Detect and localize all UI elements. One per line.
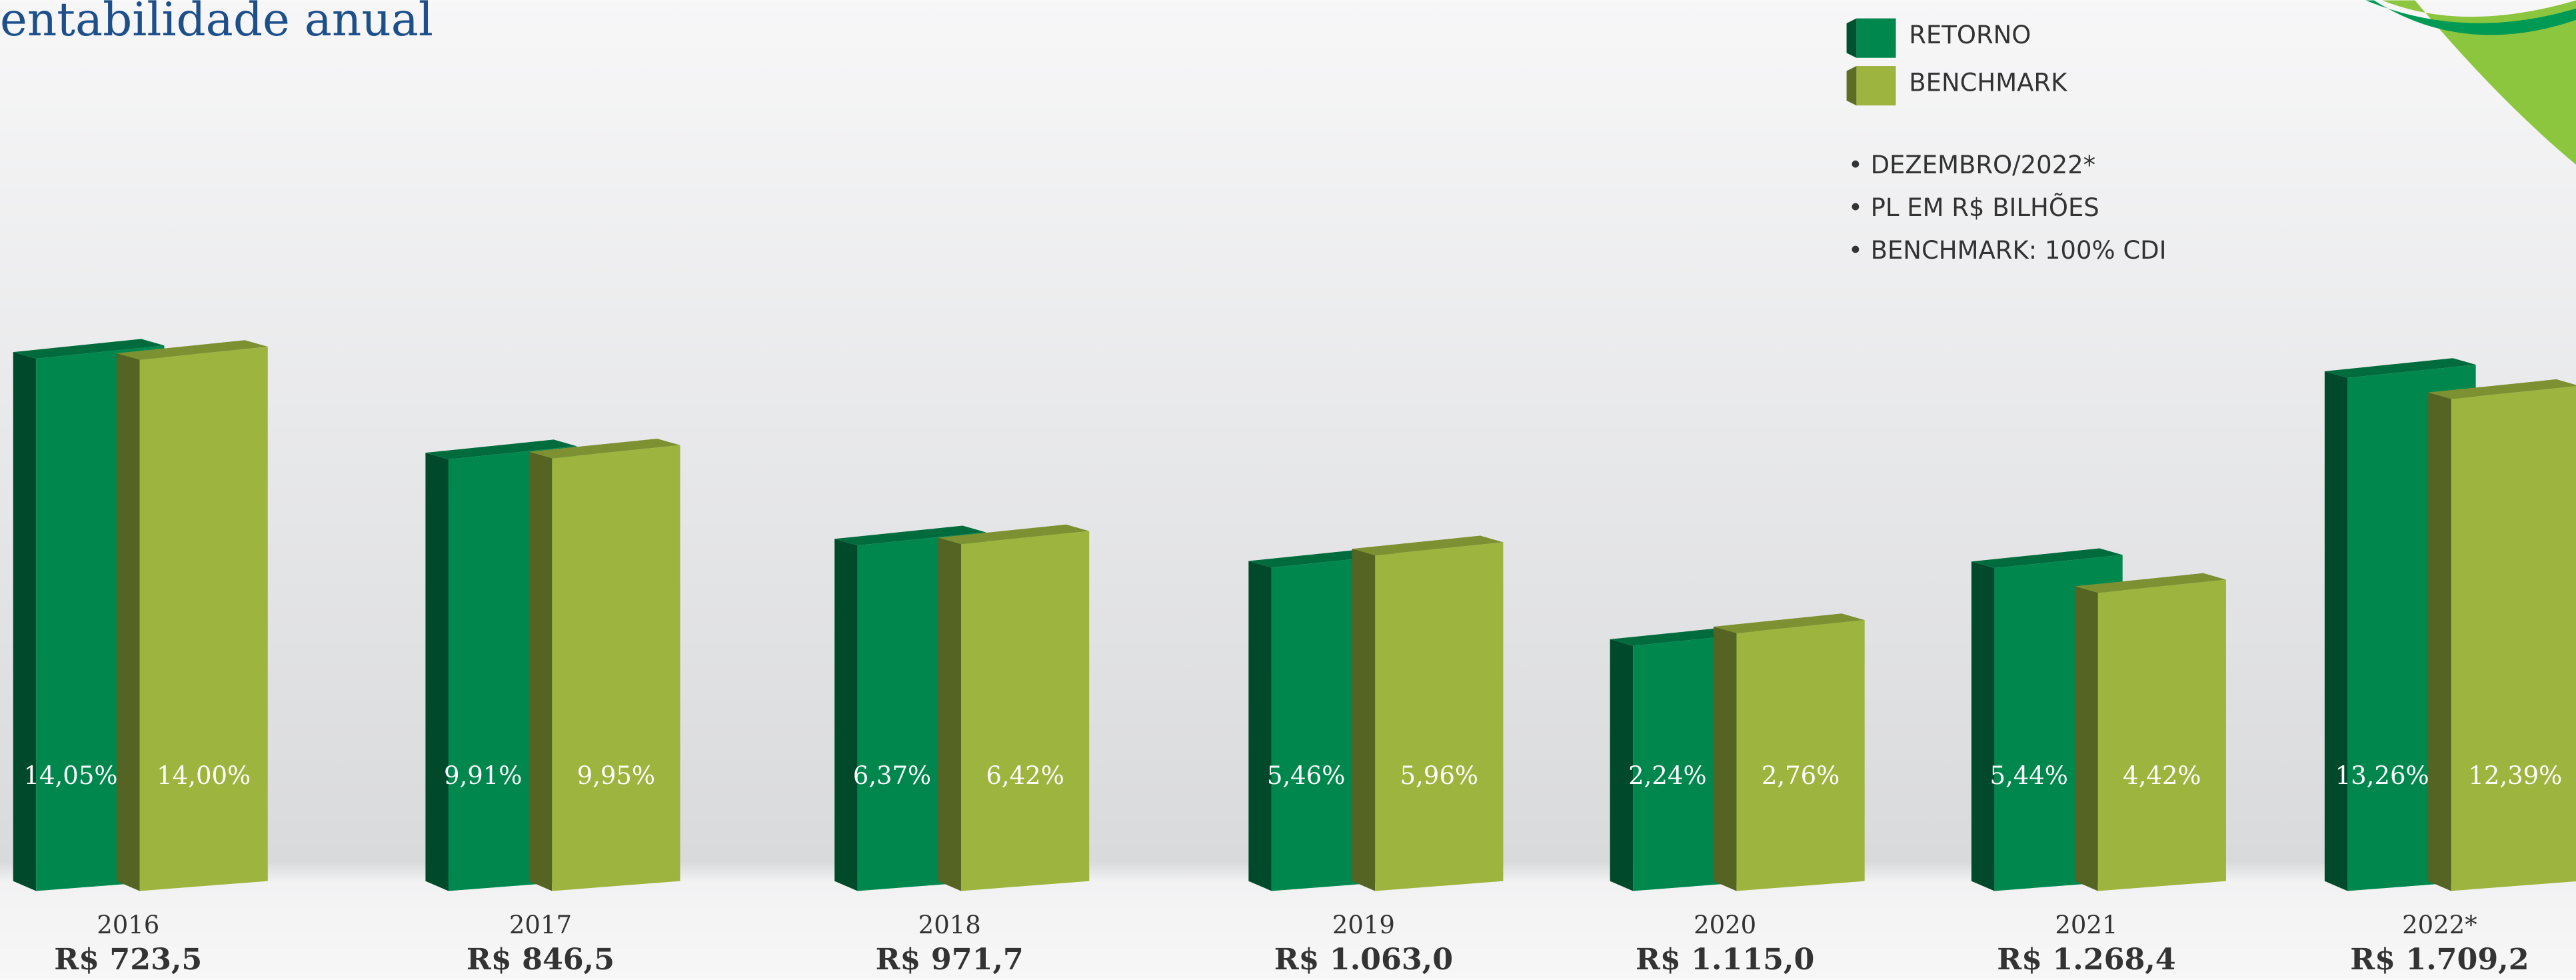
bar-top [938,524,1090,545]
bar-top [2075,573,2226,593]
x-tick-label: 2017 [509,911,572,939]
value-label: 13,26% [2335,761,2429,790]
bar-top [425,439,577,459]
bar-side [13,352,37,891]
bar-side [2428,392,2451,891]
legend-swatch [1856,66,1896,106]
chart-title: entabilidade anual [0,0,433,47]
bar-side [2324,371,2348,891]
value-label: 5,46% [1267,761,1345,790]
value-label: 6,42% [986,761,1064,790]
bar-side [1610,639,1634,891]
bar-top [2428,379,2576,399]
x-tick-label: 2020 [1694,911,1756,939]
value-label: 4,42% [2123,761,2201,790]
value-label: 5,96% [1400,761,1478,790]
bar-side [1248,561,1272,891]
legend-label: RETORNO [1909,21,2031,49]
note: • BENCHMARK: 100% CDI [1848,236,2167,265]
value-label: 14,05% [24,761,118,790]
bar-top [834,525,986,546]
bar-top [1971,548,2123,569]
note: • PL EM R$ BILHÕES [1848,193,2099,222]
value-label: 14,00% [157,761,251,790]
bar-top [1352,535,1504,556]
value-label: 6,37% [853,761,931,790]
bar-side [1352,549,1376,891]
decoration [2382,0,2576,165]
pl-label: R$ 971,7 [876,942,1024,977]
pl-label: R$ 846,5 [467,942,615,977]
bar [139,347,268,891]
bar-top [117,340,268,360]
bar-side [425,453,449,891]
bar-side [1713,626,1737,891]
legend-label: BENCHMARK [1909,69,2068,97]
bar-top [529,438,680,459]
pl-label: R$ 1.268,4 [1997,942,2175,977]
value-label: 2,24% [1628,761,1706,790]
bar-top [2324,358,2476,378]
bar-top [13,339,165,359]
bar [960,531,1090,891]
x-tick-label: 2016 [97,911,159,939]
x-tick-label: 2022* [2402,911,2477,939]
value-label: 2,76% [1762,761,1840,790]
pl-label: R$ 1.063,0 [1274,942,1453,977]
value-label: 12,39% [2468,761,2562,790]
legend-swatch-side [1846,18,1857,58]
legend-swatch [1856,18,1896,58]
bar-top [1713,613,1865,633]
bar-side [529,451,553,891]
decoration [2365,0,2576,35]
bar-side [117,353,140,891]
bar-side [1971,561,1995,891]
note: • DEZEMBRO/2022* [1848,151,2095,179]
pl-label: R$ 1.709,2 [2350,942,2529,977]
x-tick-label: 2021 [2055,911,2117,939]
bar [2451,386,2576,891]
bar [2097,579,2226,891]
bar-side [834,539,858,891]
legend-swatch-side [1846,66,1857,106]
value-label: 9,91% [444,761,522,790]
bar-side [2075,586,2098,891]
value-label: 9,95% [577,761,655,790]
bar [552,445,680,891]
bar [1375,542,1504,891]
bar [1736,620,1865,891]
x-tick-label: 2018 [918,911,981,939]
pl-label: R$ 723,5 [54,942,202,977]
x-tick-label: 2019 [1332,911,1395,939]
value-label: 5,44% [1989,761,2067,790]
bar-side [938,537,961,891]
pl-label: R$ 1.115,0 [1636,942,1814,977]
